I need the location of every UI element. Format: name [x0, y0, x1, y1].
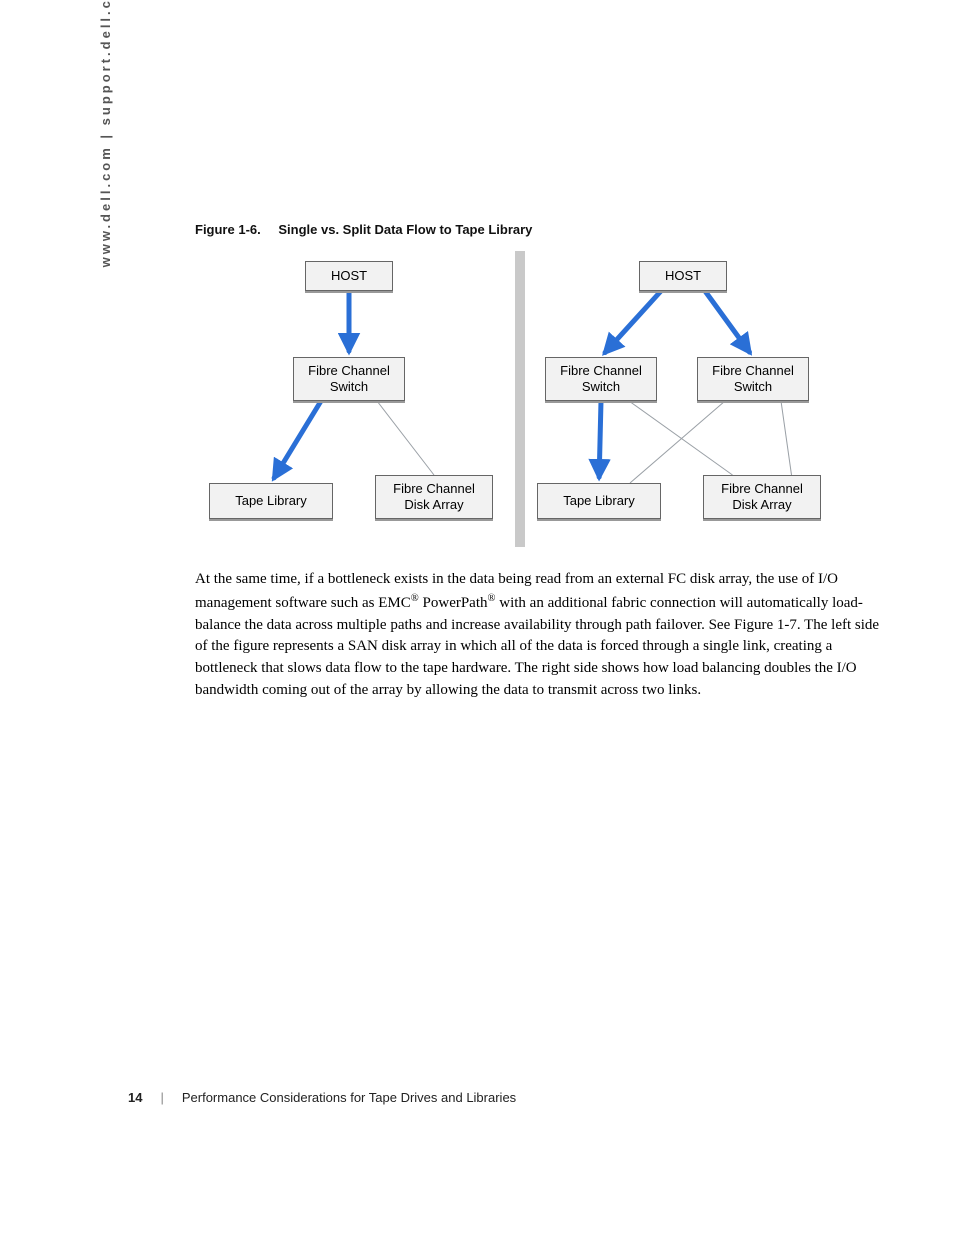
figure-number: Figure 1-6.	[195, 222, 261, 237]
diagram-node-fcR2: Fibre ChannelSwitch	[697, 357, 809, 401]
diagram: HOST Fibre ChannelSwitch Tape Library Fibre…	[203, 251, 828, 547]
connector-line	[781, 401, 792, 475]
flow-arrow	[705, 291, 749, 352]
diagram-node-hostL: HOST	[305, 261, 393, 291]
body-paragraph: At the same time, if a bottleneck exists…	[195, 569, 885, 702]
figure-caption: Figure 1-6. Single vs. Split Data Flow t…	[195, 222, 885, 237]
page-footer: 14 | Performance Considerations for Tape…	[128, 1090, 516, 1105]
diagram-node-fcR1: Fibre ChannelSwitch	[545, 357, 657, 401]
diagram-divider	[515, 251, 525, 547]
footer-separator: |	[160, 1090, 163, 1105]
page-number: 14	[128, 1090, 142, 1105]
content-area: Figure 1-6. Single vs. Split Data Flow t…	[195, 222, 885, 702]
connector-line	[629, 401, 733, 475]
flow-arrow	[599, 401, 601, 477]
diagram-node-hostR: HOST	[639, 261, 727, 291]
flow-arrow	[605, 291, 661, 353]
diagram-node-tapeL: Tape Library	[209, 483, 333, 519]
flow-arrow	[274, 401, 321, 478]
diagram-node-diskL: Fibre ChannelDisk Array	[375, 475, 493, 519]
connector-line	[630, 401, 725, 483]
connector-line	[377, 401, 434, 475]
diagram-node-tapeR: Tape Library	[537, 483, 661, 519]
side-url-text: www.dell.com | support.dell.com	[98, 0, 113, 320]
page: www.dell.com | support.dell.com Figure 1…	[0, 0, 954, 1235]
diagram-node-diskR: Fibre ChannelDisk Array	[703, 475, 821, 519]
diagram-node-fcL: Fibre ChannelSwitch	[293, 357, 405, 401]
footer-title: Performance Considerations for Tape Driv…	[182, 1090, 516, 1105]
figure-title: Single vs. Split Data Flow to Tape Libra…	[278, 222, 532, 237]
